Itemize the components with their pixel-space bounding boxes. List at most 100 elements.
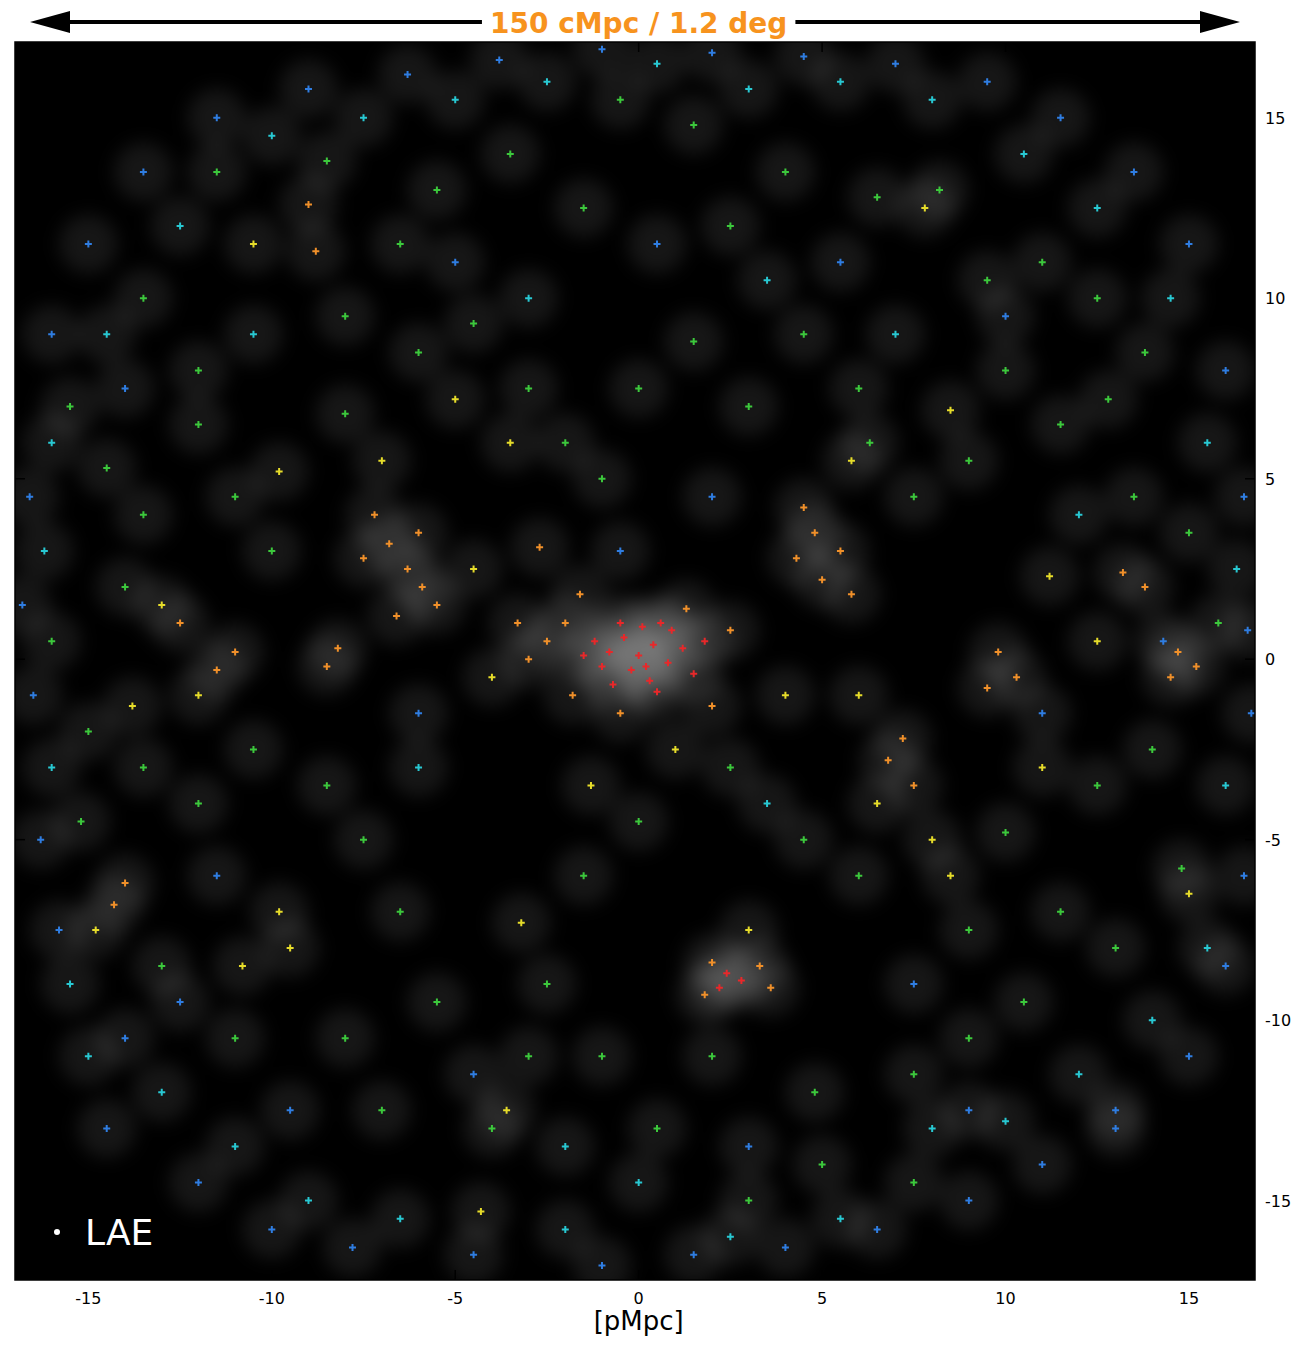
glow: [15, 522, 74, 581]
glow: [408, 161, 467, 220]
glow: [628, 42, 687, 93]
lae-point: [103, 464, 110, 471]
lae-point: [323, 782, 330, 789]
lae-point: [503, 1107, 510, 1114]
glow: [250, 882, 309, 941]
lae-point: [767, 984, 774, 991]
glow: [169, 666, 228, 725]
glow: [664, 1225, 723, 1280]
lae-point: [232, 1143, 239, 1150]
lae-point: [397, 908, 404, 915]
lae-point: [349, 1244, 356, 1251]
lae-point: [342, 410, 349, 417]
y-tick-left: [15, 117, 25, 119]
lae-point: [635, 818, 642, 825]
lae-point: [1193, 663, 1200, 670]
lae-point: [1013, 674, 1020, 681]
lae-point: [470, 565, 477, 572]
lae-point: [1002, 1118, 1009, 1125]
glow: [829, 666, 888, 725]
lae-point: [1240, 493, 1247, 500]
glow: [389, 504, 448, 563]
lae-point: [1204, 439, 1211, 446]
lae-point: [232, 493, 239, 500]
glow: [22, 413, 81, 472]
glow: [609, 792, 668, 851]
lae-point: [1039, 1161, 1046, 1168]
glow: [701, 197, 760, 256]
glow: [132, 1063, 191, 1122]
lae-point: [892, 331, 899, 338]
glow: [510, 518, 569, 577]
glow: [1160, 1027, 1219, 1086]
glow: [15, 810, 70, 869]
lae-point: [342, 1035, 349, 1042]
lae-point: [488, 1125, 495, 1132]
lae-point: [312, 248, 319, 255]
lae-point: [598, 475, 605, 482]
lae-point: [1020, 150, 1027, 157]
lae-point: [690, 1251, 697, 1258]
lae-point: [452, 396, 459, 403]
lae-point: [874, 800, 881, 807]
lae-point: [1244, 627, 1251, 634]
glow: [22, 305, 81, 364]
glow: [224, 720, 283, 779]
lae-point: [650, 641, 657, 648]
lae-point: [1141, 349, 1148, 356]
lae-point: [85, 241, 92, 248]
y-tick-left: [15, 1019, 25, 1021]
lae-point: [984, 685, 991, 692]
lae-point: [48, 764, 55, 771]
lae-point: [56, 926, 63, 933]
y-tick: [1245, 839, 1255, 841]
glow: [408, 973, 467, 1032]
x-tick-label: 15: [1179, 1289, 1199, 1308]
lae-point: [848, 457, 855, 464]
lae-point: [580, 872, 587, 879]
lae-point: [628, 667, 635, 674]
glow: [213, 937, 272, 996]
y-tick-left: [15, 839, 25, 841]
lae-point: [874, 1226, 881, 1233]
lae-point: [268, 1226, 275, 1233]
lae-point: [1167, 674, 1174, 681]
lae-point: [947, 407, 954, 414]
lae-point: [723, 970, 730, 977]
lae-point: [140, 764, 147, 771]
glow: [939, 1009, 998, 1068]
lae-point: [598, 663, 605, 670]
lae-point: [195, 800, 202, 807]
lae-point: [709, 1053, 716, 1060]
glow: [1196, 937, 1255, 996]
lae-point: [793, 555, 800, 562]
lae-point: [800, 331, 807, 338]
glow: [609, 1153, 668, 1212]
lae-point: [672, 746, 679, 753]
lae-point: [250, 241, 257, 248]
glow: [811, 233, 870, 292]
glow: [389, 323, 448, 382]
x-tick-top: [638, 42, 640, 52]
lae-point: [576, 591, 583, 598]
x-tick: [821, 1270, 823, 1280]
lae-point: [48, 331, 55, 338]
lae-point: [635, 1179, 642, 1186]
lae-point: [67, 403, 74, 410]
lae-point: [1185, 890, 1192, 897]
glow: [939, 1081, 998, 1140]
glow: [921, 846, 980, 905]
glow: [609, 359, 668, 418]
lae-point: [562, 1226, 569, 1233]
glow: [96, 1009, 155, 1068]
lae-point: [239, 962, 246, 969]
lae-point: [477, 1208, 484, 1215]
glow: [628, 215, 687, 274]
lae-point: [562, 620, 569, 627]
lae-point: [404, 565, 411, 572]
glow: [1141, 269, 1200, 328]
glow: [518, 955, 577, 1014]
lae-point: [213, 667, 220, 674]
lae-point: [1130, 493, 1137, 500]
glow: [488, 594, 547, 653]
